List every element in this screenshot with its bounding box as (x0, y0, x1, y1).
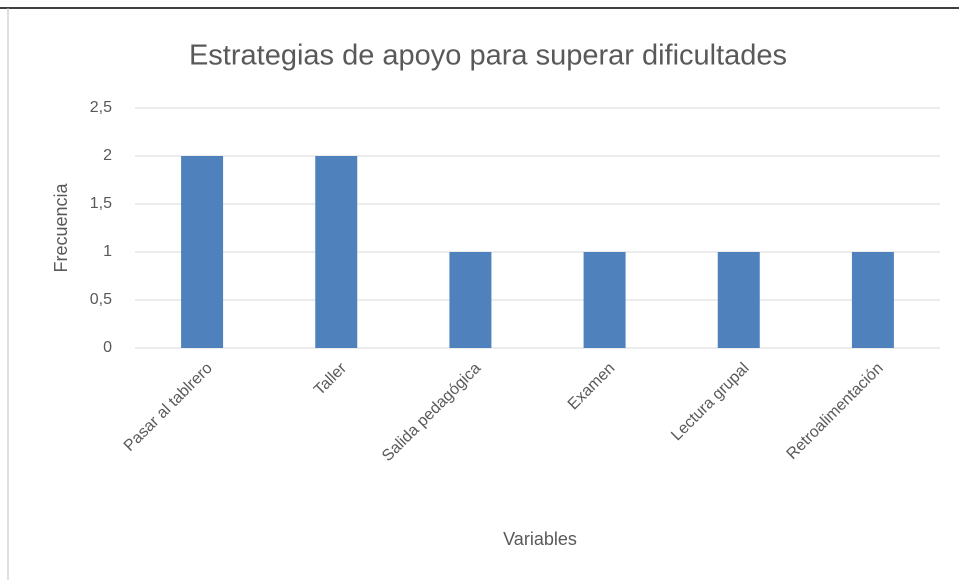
bar (449, 252, 492, 348)
x-tick-label: Salida pedagógica (379, 360, 484, 465)
bar (583, 252, 626, 348)
y-axis-label: Frecuencia (51, 182, 71, 272)
bar (315, 156, 358, 348)
y-tick-label: 1 (103, 243, 112, 260)
bar (717, 252, 760, 348)
x-tick-label: Examen (565, 360, 619, 414)
x-tick-label: Taller (311, 359, 351, 399)
y-tick-label: 2 (103, 147, 112, 164)
chart-title: Estrategias de apoyo para superar dificu… (189, 40, 787, 72)
y-tick-label: 0 (103, 339, 112, 356)
bar (851, 252, 894, 348)
bar (181, 156, 224, 348)
x-tick-label: Lectura grupal (668, 360, 752, 444)
y-tick-label: 0,5 (90, 291, 112, 308)
x-axis-label: Variables (503, 529, 577, 549)
y-tick-label: 2,5 (90, 99, 112, 116)
x-tick-label: Pasar al tablrero (121, 360, 216, 455)
y-tick-label: 1,5 (90, 195, 112, 212)
x-tick-label: Retroalimentación (784, 360, 887, 463)
